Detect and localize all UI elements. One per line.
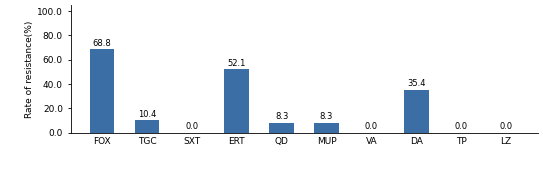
- Bar: [269, 123, 294, 133]
- Bar: [90, 49, 115, 133]
- Text: 0.0: 0.0: [185, 122, 198, 131]
- Bar: [224, 69, 249, 133]
- Text: 10.4: 10.4: [138, 110, 156, 119]
- Text: 52.1: 52.1: [228, 59, 246, 68]
- Text: 0.0: 0.0: [365, 122, 378, 131]
- Text: 0.0: 0.0: [500, 122, 513, 131]
- Bar: [135, 120, 159, 133]
- Y-axis label: Rate of resistance(%): Rate of resistance(%): [26, 20, 34, 117]
- Text: 68.8: 68.8: [93, 39, 111, 48]
- Text: 0.0: 0.0: [454, 122, 468, 131]
- Bar: [314, 123, 339, 133]
- Bar: [404, 90, 428, 133]
- Text: 35.4: 35.4: [407, 79, 426, 88]
- Text: 8.3: 8.3: [320, 112, 333, 121]
- Text: 8.3: 8.3: [275, 112, 288, 121]
